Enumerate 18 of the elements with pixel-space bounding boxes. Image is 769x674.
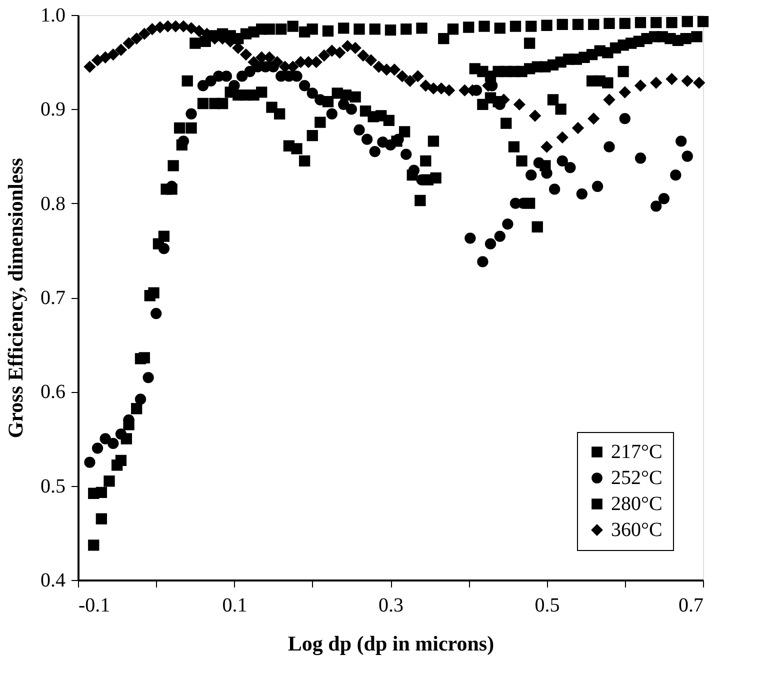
x-tick-label: 0.1 <box>222 594 248 616</box>
x-tick-label: -0.1 <box>78 594 110 616</box>
x-tick-label: 0.7 <box>678 594 704 616</box>
y-tick-label: 0.8 <box>40 192 66 215</box>
y-axis-title: Gross Efficiency, dimensionless <box>4 158 28 438</box>
y-tick-label: 0.7 <box>40 287 66 309</box>
legend-label: 217°C <box>611 441 662 463</box>
x-tick-label: 0.5 <box>534 594 560 616</box>
y-tick-label: 0.4 <box>40 570 66 592</box>
y-tick-label: 1.0 <box>40 4 66 26</box>
x-tick-label: 0.3 <box>378 594 404 616</box>
y-tick-label: 0.6 <box>40 381 66 404</box>
y-tick-label: 0.9 <box>40 98 66 121</box>
x-axis-title: Log dp (dp in microns) <box>288 632 494 656</box>
legend-label: 252°C <box>611 467 662 489</box>
legend-label: 360°C <box>611 519 662 541</box>
y-tick-label: 0.5 <box>40 475 66 498</box>
legend-label: 280°C <box>611 493 662 515</box>
